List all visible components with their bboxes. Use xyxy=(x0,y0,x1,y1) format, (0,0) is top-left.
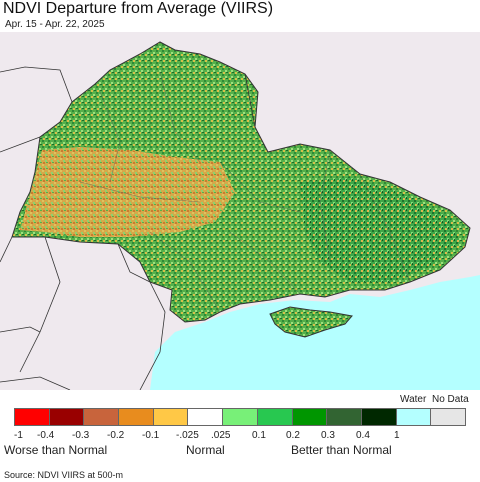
legend-color-bar xyxy=(14,408,466,426)
legend-swatch xyxy=(15,409,50,425)
legend-tick: 0.2 xyxy=(286,430,300,441)
legend-tick: 1 xyxy=(394,430,400,441)
legend-swatch xyxy=(49,409,85,425)
borders xyxy=(0,66,256,390)
legend-swatch xyxy=(153,409,189,425)
legend-swatch xyxy=(431,409,465,425)
legend-tick: .025 xyxy=(211,430,231,441)
legend-swatch xyxy=(257,409,293,425)
legend-category-better: Better than Normal xyxy=(291,443,392,457)
legend-category-normal: Normal xyxy=(186,443,225,457)
ndvi-map xyxy=(0,32,480,390)
legend-swatch xyxy=(292,409,328,425)
legend-swatch xyxy=(327,409,362,425)
source-note: Source: NDVI VIIRS at 500-m xyxy=(4,470,124,480)
date-range: Apr. 15 - Apr. 22, 2025 xyxy=(5,19,105,30)
legend-swatch xyxy=(361,409,397,425)
legend-water-label: Water xyxy=(400,394,427,405)
legend-swatch xyxy=(84,409,120,425)
legend-tick: -0.1 xyxy=(142,430,160,441)
legend-tick: -0.3 xyxy=(72,430,90,441)
legend-tick: 0.3 xyxy=(321,430,335,441)
wet-east-zone xyxy=(300,177,460,282)
oblast-lines xyxy=(79,71,411,313)
dry-west-zone xyxy=(20,147,235,237)
legend-swatch xyxy=(396,409,432,425)
legend-swatch xyxy=(188,409,224,425)
legend-swatch xyxy=(119,409,154,425)
crimea xyxy=(269,306,353,338)
legend-tick: -0.2 xyxy=(107,430,125,441)
legend-tick: -1 xyxy=(14,430,23,441)
map-title: NDVI Departure from Average (VIIRS) xyxy=(3,0,274,17)
legend-tick: -0.4 xyxy=(37,430,55,441)
legend-tick: 0.4 xyxy=(356,430,370,441)
legend-tick: -.025 xyxy=(176,430,199,441)
legend-tick: 0.1 xyxy=(252,430,266,441)
legend-category-worse: Worse than Normal xyxy=(4,443,108,457)
legend-nodata-label: No Data xyxy=(432,394,469,405)
legend-swatch xyxy=(223,409,258,425)
